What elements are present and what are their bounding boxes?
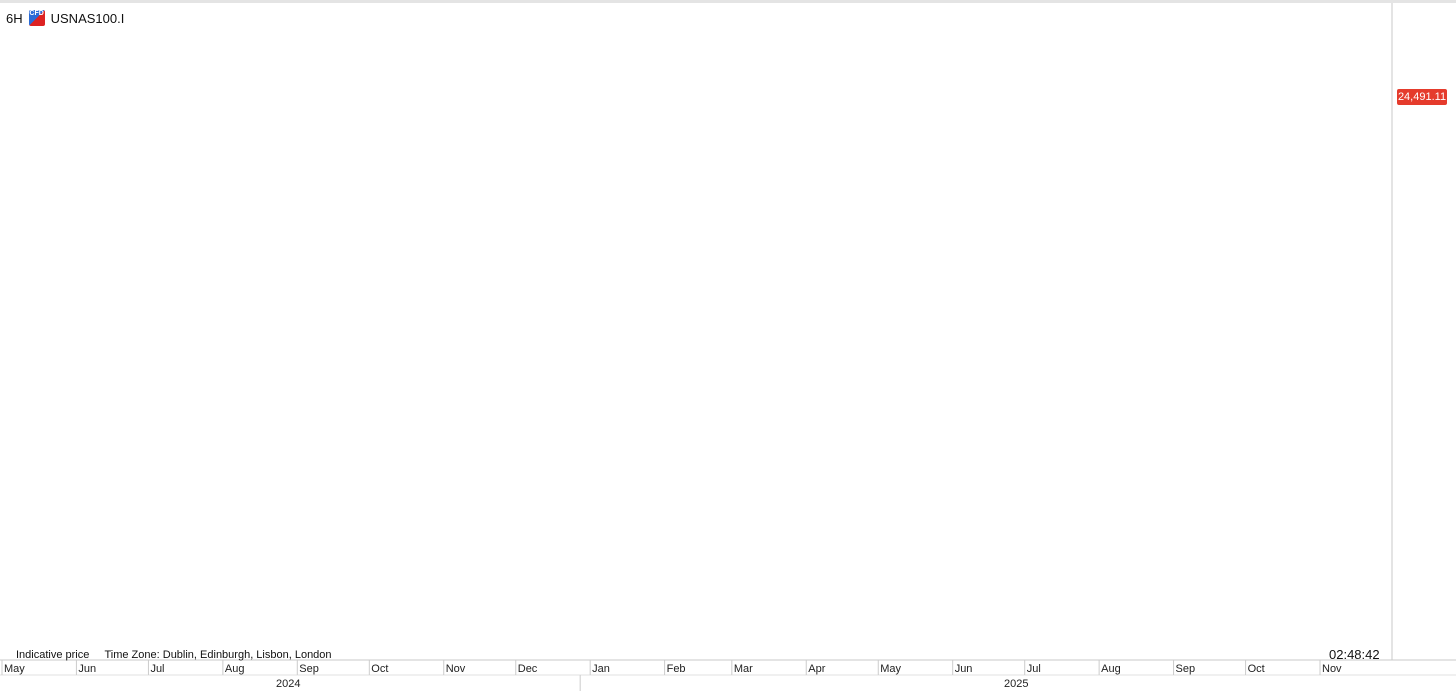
- x-tick-label: Aug: [225, 663, 245, 675]
- x-tick-label: Aug: [1101, 663, 1121, 675]
- x-year-label: 2024: [276, 678, 300, 690]
- x-tick-label: Jul: [1027, 663, 1041, 675]
- x-tick-label: Sep: [299, 663, 319, 675]
- x-tick-label: Nov: [1322, 663, 1342, 675]
- x-tick-label: Jun: [955, 663, 973, 675]
- cfd-icon: CFD: [28, 10, 45, 26]
- symbol-label[interactable]: USNAS100.I: [50, 10, 125, 26]
- footer-info: Indicative price Time Zone: Dublin, Edin…: [16, 649, 332, 661]
- x-tick-label: Apr: [808, 663, 825, 675]
- chart-header: 6H CFD USNAS100.I: [6, 10, 124, 26]
- x-tick-label: Jan: [592, 663, 610, 675]
- x-tick-label: Dec: [518, 663, 538, 675]
- x-tick-label: May: [880, 663, 901, 675]
- price-chart[interactable]: 17,000.0018,000.0019,000.0020,000.0021,0…: [0, 3, 1456, 691]
- clock-readout: 02:48:42: [1329, 647, 1380, 662]
- toolbar-strip: [0, 0, 1456, 3]
- indicative-price-label: Indicative price: [16, 649, 90, 661]
- x-year-label: 2025: [1004, 678, 1028, 690]
- x-tick-label: Oct: [371, 663, 388, 675]
- timezone-label[interactable]: Time Zone: Dublin, Edinburgh, Lisbon, Lo…: [104, 649, 332, 661]
- x-tick-label: Mar: [734, 663, 753, 675]
- x-tick-label: Jun: [78, 663, 96, 675]
- x-tick-label: Feb: [667, 663, 686, 675]
- x-tick-label: May: [4, 663, 25, 675]
- x-tick-label: Jul: [150, 663, 164, 675]
- chart-frame: 17,000.0018,000.0019,000.0020,000.0021,0…: [0, 3, 1456, 691]
- x-tick-label: Oct: [1248, 663, 1265, 675]
- timeframe-label[interactable]: 6H: [6, 10, 23, 26]
- x-tick-label: Nov: [446, 663, 466, 675]
- last-price-tag: 24,491.11: [1397, 89, 1447, 105]
- x-tick-label: Sep: [1176, 663, 1196, 675]
